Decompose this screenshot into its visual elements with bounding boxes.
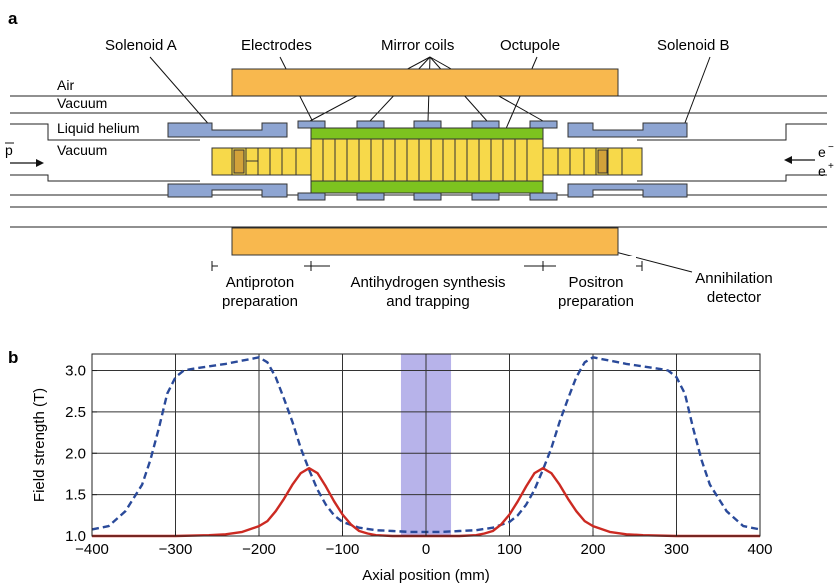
solenoid-b (567, 122, 688, 198)
positron-symbol: e (818, 163, 826, 179)
x-tick-label: 0 (422, 541, 430, 558)
positron-trap-electrode (597, 149, 608, 174)
antiproton-beam: p (5, 142, 44, 167)
electron-positron-beam: e − e + (784, 142, 834, 179)
y-axis-label: Field strength (T) (31, 388, 48, 502)
annihilation-detector-bottom (231, 227, 619, 256)
electrodes-label: Electrodes (241, 37, 312, 54)
synthesis-line1: Antihydrogen synthesis (350, 274, 505, 291)
x-tick-label: −400 (75, 541, 109, 558)
annihilation-detector-line1: Annihilation (695, 270, 773, 287)
solenoid-b-label: Solenoid B (657, 37, 730, 54)
extent-mask-right (556, 256, 636, 272)
shaded-region (400, 354, 452, 536)
air-label: Air (57, 77, 74, 93)
x-tick-label: −100 (326, 541, 360, 558)
apparatus-diagram: a Solenoid A Electrodes Mirror coils Oct… (5, 9, 834, 310)
antiproton-symbol: p (5, 142, 13, 158)
electron-symbol: e (818, 144, 826, 160)
antiproton-prep-line1: Antiproton (226, 274, 294, 291)
antiproton-prep-line2: preparation (222, 293, 298, 310)
electron-charge: − (828, 142, 834, 153)
plot-frame (91, 353, 761, 537)
positron-charge: + (828, 161, 834, 172)
extent-mask-left (218, 256, 304, 272)
positron-prep-line1: Positron (568, 274, 623, 291)
annihilation-detector-line2: detector (707, 289, 761, 306)
x-tick-label: −200 (242, 541, 276, 558)
y-tick-label: 1.5 (65, 487, 86, 504)
x-tick-label: −300 (159, 541, 193, 558)
x-tick-label: 400 (747, 541, 772, 558)
y-tick-label: 2.5 (65, 404, 86, 421)
extent-mask-center (330, 256, 524, 272)
mirror-coils-label: Mirror coils (381, 37, 454, 54)
tick-labels: −400 −300 −200 −100 0 100 200 300 400 1.0 1.5 2.0 2.… (65, 363, 772, 558)
vacuum-inner-label: Vacuum (57, 142, 107, 158)
panel-b-label: b (8, 348, 18, 367)
octupole-label: Octupole (500, 37, 560, 54)
series-layer (91, 356, 761, 538)
solenoid-a (167, 122, 288, 198)
antiproton-trap-electrode (233, 149, 245, 174)
electrodes (211, 138, 643, 182)
y-tick-label: 3.0 (65, 363, 86, 380)
solenoid-a-label: Solenoid A (105, 37, 177, 54)
shaded-region-layer (400, 354, 452, 536)
x-axis-label: Axial position (mm) (362, 567, 490, 584)
y-tick-label: 2.0 (65, 445, 86, 462)
grid-layer (92, 354, 760, 536)
y-tick-label: 1.0 (65, 528, 86, 545)
annihilation-detector-top (231, 68, 619, 97)
solid-field-series (92, 467, 760, 538)
vacuum-outer-label: Vacuum (57, 95, 107, 111)
liquid-helium-label: Liquid helium (57, 120, 140, 136)
positron-prep-line2: preparation (558, 293, 634, 310)
dashed-field-series (91, 356, 761, 534)
synthesis-line2: and trapping (386, 293, 469, 310)
x-tick-label: 100 (497, 541, 522, 558)
x-tick-label: 300 (664, 541, 689, 558)
x-tick-label: 200 (580, 541, 605, 558)
panel-a-label: a (8, 9, 18, 28)
